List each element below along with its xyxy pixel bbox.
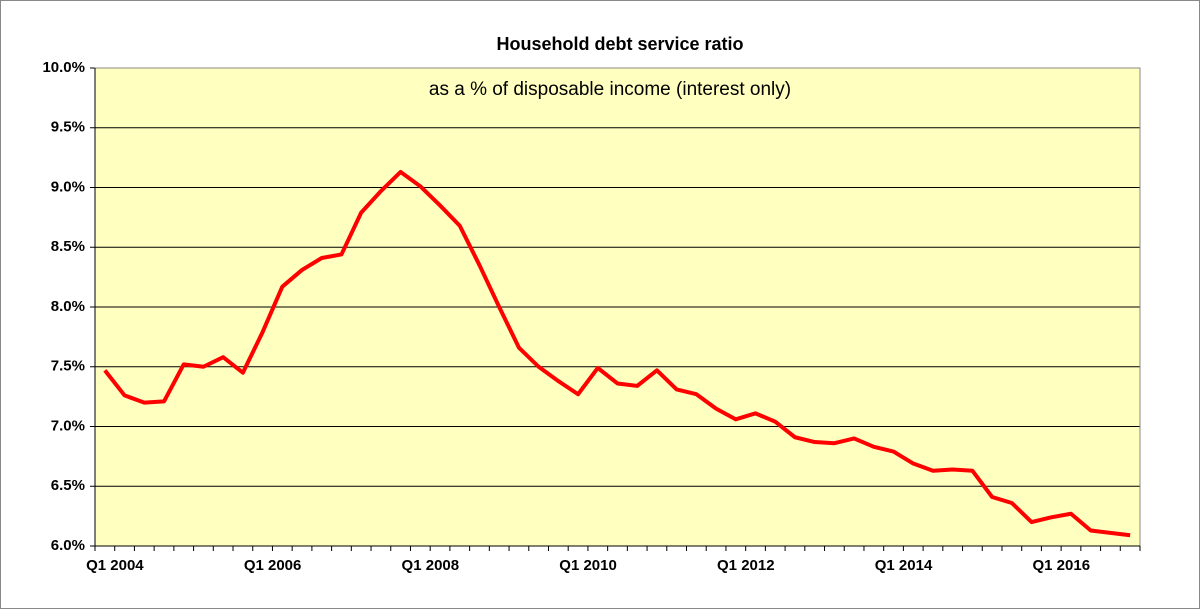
x-tick-label: Q1 2006	[244, 557, 302, 574]
y-tick-label: 8.0%	[51, 298, 85, 315]
y-tick-label: 10.0%	[42, 59, 85, 76]
y-tick-label: 6.0%	[51, 537, 85, 554]
y-tick-label: 7.0%	[51, 417, 85, 434]
x-tick-label: Q1 2008	[402, 557, 460, 574]
annotation: as a % of disposable income (interest on…	[429, 79, 791, 100]
x-tick-label: Q1 2004	[86, 557, 144, 574]
y-tick-label: 9.0%	[51, 178, 85, 195]
y-tick-label: 9.5%	[51, 119, 85, 136]
data-line	[103, 169, 1131, 538]
x-tick-label: Q1 2016	[1033, 557, 1091, 574]
y-tick-label: 8.5%	[51, 238, 85, 255]
x-tick-label: Q1 2012	[717, 557, 775, 574]
y-tick-label: 6.5%	[51, 477, 85, 494]
x-tick-label: Q1 2010	[559, 557, 617, 574]
x-tick-label: Q1 2014	[875, 557, 933, 574]
y-tick-label: 7.5%	[51, 358, 85, 375]
chart-title: Household debt service ratio	[496, 34, 743, 54]
plot-area: 6.0% 6.5% 7.0% 7.5% 8.0% 8.5% 9.0% 9.5% 10.0% Q1 …	[42, 59, 1141, 574]
